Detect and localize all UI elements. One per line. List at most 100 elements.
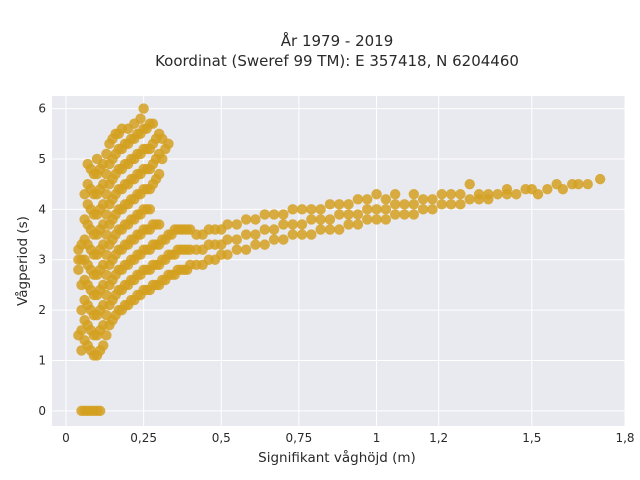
scatter-point xyxy=(352,194,364,205)
y-tick-label: 2 xyxy=(38,303,46,317)
scatter-point xyxy=(135,113,146,124)
scatter-point xyxy=(222,249,233,260)
scatter-point xyxy=(250,239,261,250)
x-tick-label: 0 xyxy=(62,431,70,445)
scatter-point xyxy=(306,204,317,215)
scatter-point xyxy=(259,209,270,220)
scatter-point xyxy=(231,219,242,230)
scatter-point xyxy=(222,234,233,245)
y-tick-label: 0 xyxy=(38,404,46,418)
y-tick-label: 5 xyxy=(38,152,46,166)
y-tick-label: 6 xyxy=(38,102,46,116)
scatter-point xyxy=(455,199,466,210)
x-axis-label: Signifikant våghöjd (m) xyxy=(258,449,416,466)
scatter-point xyxy=(362,204,373,215)
x-tick-label: 1 xyxy=(373,431,381,445)
y-tick-label: 1 xyxy=(38,354,46,368)
scatter-point xyxy=(315,214,326,225)
scatter-point xyxy=(445,199,457,210)
x-tick-label: 0,25 xyxy=(130,431,157,445)
scatter-point xyxy=(153,219,165,230)
scatter-point xyxy=(240,229,252,240)
scatter-point xyxy=(240,214,252,225)
scatter-point xyxy=(101,330,112,341)
scatter-point xyxy=(362,194,373,205)
scatter-point xyxy=(268,209,280,220)
x-tick-label: 0,75 xyxy=(286,431,313,445)
scatter-point xyxy=(98,340,109,351)
scatter-point xyxy=(427,204,438,215)
scatter-point xyxy=(231,234,242,245)
scatter-point xyxy=(483,189,494,200)
x-tick-label: 1,5 xyxy=(522,431,541,445)
scatter-point xyxy=(542,184,553,195)
scatter-point xyxy=(501,184,513,195)
scatter-point xyxy=(557,184,569,195)
scatter-point xyxy=(511,189,522,200)
gridlines xyxy=(52,96,626,426)
scatter-point xyxy=(532,189,544,200)
scatter-point xyxy=(296,229,308,240)
scatter-point xyxy=(278,234,289,245)
scatter-point xyxy=(287,229,298,240)
scatter-point xyxy=(163,138,174,150)
scatter-point xyxy=(296,219,308,230)
x-tick-label: 0,5 xyxy=(212,431,231,445)
scatter-point xyxy=(408,189,420,200)
scatter-point xyxy=(250,229,261,240)
scatter-point xyxy=(231,244,242,255)
scatter-point xyxy=(250,214,261,225)
y-axis-label: Vågperiod (s) xyxy=(14,216,31,306)
scatter-point xyxy=(436,189,447,200)
chart-title-line-1: År 1979 - 2019 xyxy=(281,31,394,50)
scatter-point xyxy=(315,204,326,215)
scatter-point xyxy=(343,199,354,210)
scatter-point xyxy=(343,209,354,220)
scatter-point xyxy=(73,264,84,276)
scatter-point xyxy=(445,189,457,200)
scatter-point xyxy=(389,199,401,210)
scatter-point xyxy=(259,224,270,235)
scatter-point xyxy=(138,103,149,114)
x-tick-label: 1,2 xyxy=(429,431,448,445)
scatter-point xyxy=(287,204,298,215)
scatter-point xyxy=(296,204,308,215)
scatter-point xyxy=(334,224,345,235)
scatter-point xyxy=(278,209,289,220)
scatter-point xyxy=(399,209,410,220)
scatter-point xyxy=(352,209,364,220)
scatter-point xyxy=(594,173,606,185)
scatter-point xyxy=(408,209,420,220)
chart-title-line-2: Koordinat (Sweref 99 TM): E 357418, N 62… xyxy=(155,52,519,70)
scatter-point xyxy=(399,199,410,210)
scatter-point xyxy=(582,178,593,190)
scatter-point xyxy=(268,224,280,235)
scatter-point xyxy=(464,178,475,190)
scatter-point xyxy=(371,189,382,200)
y-tick-label: 3 xyxy=(38,253,46,267)
scatter-point xyxy=(343,219,354,230)
scatter-point xyxy=(315,224,326,235)
scatter-point xyxy=(417,204,429,215)
scatter-point xyxy=(464,194,475,205)
scatter-point xyxy=(324,224,336,235)
scatter-point xyxy=(147,118,159,129)
y-axis-ticks: 0 1 2 3 4 5 6 xyxy=(38,102,46,418)
scatter-point xyxy=(287,219,298,230)
y-tick-label: 4 xyxy=(38,202,46,216)
scatter-point xyxy=(259,239,270,250)
scatter-point xyxy=(352,219,364,230)
scatter-point xyxy=(408,199,420,210)
scatter-point xyxy=(222,219,233,230)
scatter-point xyxy=(306,214,317,225)
scatter-point xyxy=(324,199,336,210)
scatter-point xyxy=(417,194,429,205)
scatter-point xyxy=(306,229,317,240)
scatter-point xyxy=(153,168,165,180)
scatter-point xyxy=(473,189,485,200)
scatter-point xyxy=(380,214,392,225)
scatter-point xyxy=(371,214,382,225)
scatter-point xyxy=(380,204,392,215)
scatter-point xyxy=(371,204,382,215)
